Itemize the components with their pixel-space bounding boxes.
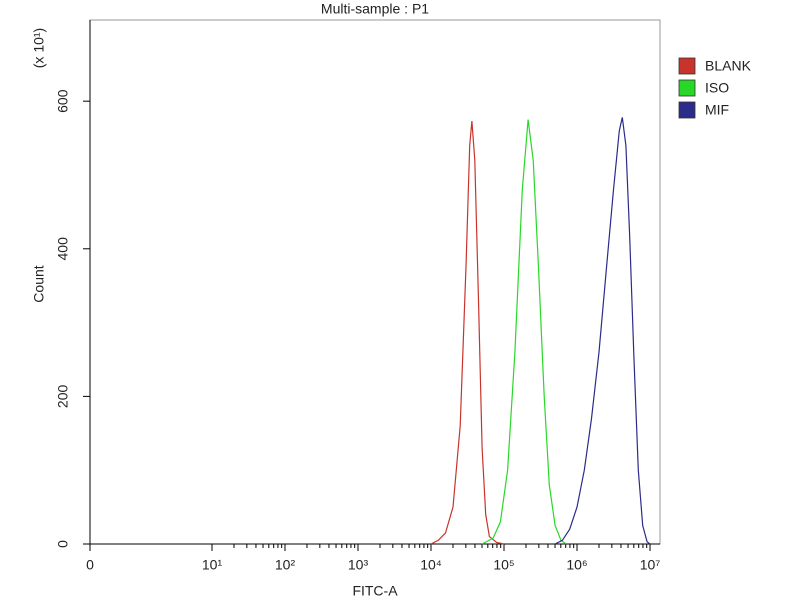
x-axis-label: FITC-A	[352, 583, 398, 599]
x-tick-label: 10⁶	[566, 557, 587, 573]
x-tick-label: 10²	[275, 557, 296, 573]
x-tick-label: 10⁷	[640, 557, 661, 573]
legend-swatch	[678, 57, 696, 75]
x-tick-label: 10¹	[202, 557, 223, 573]
y-tick-label: 400	[55, 237, 71, 261]
plot-frame	[89, 19, 661, 545]
y-axis-label: Count	[31, 265, 47, 302]
chart-title: Multi-sample : P1	[321, 1, 429, 17]
legend-swatch	[678, 101, 696, 119]
histogram-line	[481, 119, 567, 545]
x-tick-label: 10⁵	[493, 557, 514, 573]
x-tick-label: 10⁴	[420, 557, 442, 573]
legend-label: BLANK	[705, 58, 752, 74]
y-tick-label: 0	[55, 540, 71, 548]
histogram-line	[554, 117, 651, 545]
y-tick-label: 600	[55, 89, 71, 113]
x-tick-label: 0	[86, 557, 94, 573]
x-tick-label: 10³	[348, 557, 369, 573]
y-tick-label: 200	[55, 385, 71, 409]
histogram-line	[430, 121, 505, 545]
legend-label: MIF	[705, 102, 729, 118]
y-multiplier: (x 10¹)	[31, 28, 47, 68]
legend-label: ISO	[705, 80, 729, 96]
legend-swatch	[678, 79, 696, 97]
